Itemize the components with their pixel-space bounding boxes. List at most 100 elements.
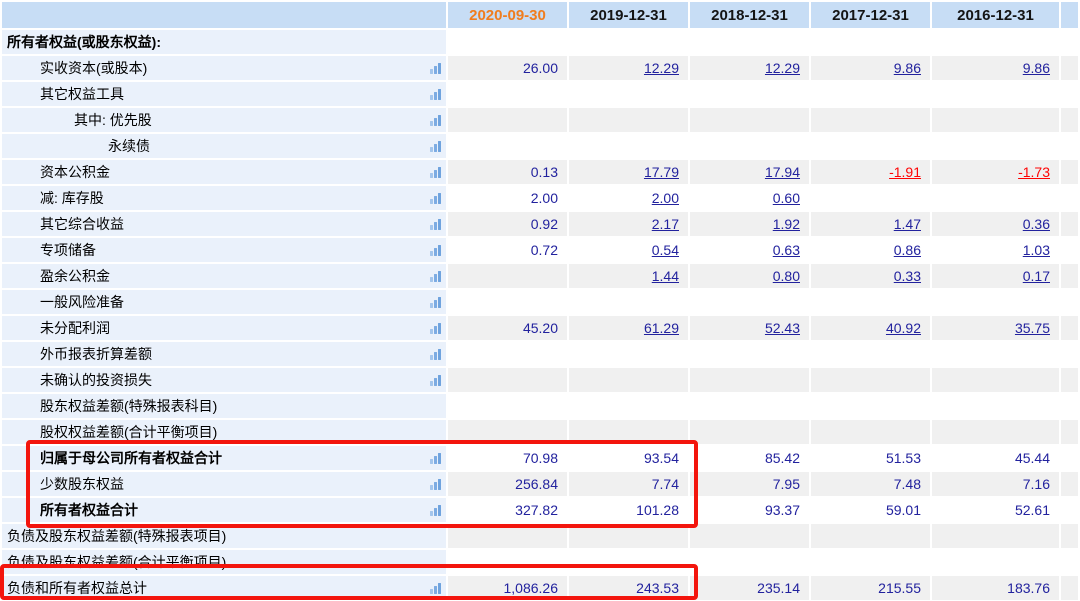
cell-value-link[interactable]: 0.80 bbox=[772, 268, 800, 284]
bar-chart-icon[interactable] bbox=[429, 582, 441, 594]
clipped-cell bbox=[1061, 108, 1078, 132]
value-cell: 1.03 bbox=[932, 238, 1059, 262]
cell-value-link[interactable]: 1.92 bbox=[772, 216, 800, 232]
cell-value-link[interactable]: 0.60 bbox=[772, 190, 800, 206]
bar-chart-icon[interactable] bbox=[429, 62, 441, 74]
cell-value-link[interactable]: 12.29 bbox=[643, 60, 679, 76]
bar-chart-icon[interactable] bbox=[429, 140, 441, 152]
cell-value-link[interactable]: -1.73 bbox=[1018, 164, 1050, 180]
bar-chart-icon[interactable] bbox=[429, 166, 441, 178]
bar-chart-icon[interactable] bbox=[429, 114, 441, 126]
cell-value-link[interactable]: 0.63 bbox=[772, 242, 800, 258]
cell-value: 243.53 bbox=[636, 580, 679, 596]
row-label: 归属于母公司所有者权益合计 bbox=[40, 450, 222, 466]
column-header-date-current[interactable]: 2020-09-30 bbox=[448, 2, 567, 28]
bar-chart-icon[interactable] bbox=[429, 322, 441, 334]
bar-chart-icon[interactable] bbox=[429, 88, 441, 100]
cell-value-link[interactable]: 40.92 bbox=[885, 320, 921, 336]
row-label-cell: 盈余公积金 bbox=[2, 264, 446, 288]
cell-value: 2.00 bbox=[530, 190, 558, 206]
column-header-date[interactable]: 2017-12-31 bbox=[811, 2, 930, 28]
column-header-date[interactable]: 2016-12-31 bbox=[932, 2, 1059, 28]
table-row: 负债及股东权益差额(特殊报表项目) bbox=[2, 524, 1078, 548]
row-label-cell: 股东权益差额(特殊报表科目) bbox=[2, 394, 446, 418]
clipped-cell bbox=[1061, 420, 1078, 444]
cell-value: 26.00 bbox=[522, 60, 558, 76]
cell-value-link[interactable]: 0.54 bbox=[651, 242, 679, 258]
value-cell: 7.48 bbox=[811, 472, 930, 496]
value-cell: 327.82 bbox=[448, 498, 567, 522]
row-label-cell: 实收资本(或股本) bbox=[2, 56, 446, 80]
cell-value-link[interactable]: 2.00 bbox=[651, 190, 679, 206]
table-row: 专项储备 0.72 0.54 0.63 0.86 1.03 bbox=[2, 238, 1078, 262]
value-cell bbox=[690, 134, 809, 158]
value-cell bbox=[690, 550, 809, 574]
value-cell bbox=[690, 420, 809, 444]
value-cell bbox=[932, 342, 1059, 366]
cell-value-link[interactable]: 0.33 bbox=[893, 268, 921, 284]
value-cell: 26.00 bbox=[448, 56, 567, 80]
bar-chart-icon[interactable] bbox=[429, 478, 441, 490]
bar-chart-icon[interactable] bbox=[429, 270, 441, 282]
bar-chart-icon[interactable] bbox=[429, 218, 441, 230]
cell-value-link[interactable]: 17.94 bbox=[764, 164, 800, 180]
cell-value-link[interactable]: 17.79 bbox=[643, 164, 679, 180]
cell-value-link[interactable]: 61.29 bbox=[643, 320, 679, 336]
value-cell bbox=[811, 108, 930, 132]
cell-value-link[interactable]: 0.86 bbox=[893, 242, 921, 258]
bar-chart-icon[interactable] bbox=[429, 348, 441, 360]
clipped-cell bbox=[1061, 550, 1078, 574]
table-row: 其它综合收益 0.92 2.17 1.92 1.47 0.36 bbox=[2, 212, 1078, 236]
value-cell: 0.33 bbox=[811, 264, 930, 288]
row-label: 负债和所有者权益总计 bbox=[7, 580, 147, 596]
clipped-cell bbox=[1061, 238, 1078, 262]
cell-value-link[interactable]: 1.44 bbox=[651, 268, 679, 284]
cell-value-link[interactable]: 0.36 bbox=[1022, 216, 1050, 232]
table-row: 负债和所有者权益总计 1,086.26 243.53 235.14 215.55 183.… bbox=[2, 576, 1078, 600]
value-cell bbox=[690, 524, 809, 548]
cell-value-link[interactable]: -1.91 bbox=[889, 164, 921, 180]
cell-value-link[interactable]: 9.86 bbox=[1022, 60, 1050, 76]
clipped-cell bbox=[1061, 134, 1078, 158]
value-cell: 2.00 bbox=[448, 186, 567, 210]
value-cell bbox=[811, 550, 930, 574]
cell-value-link[interactable]: 9.86 bbox=[893, 60, 921, 76]
value-cell: 1.47 bbox=[811, 212, 930, 236]
bar-chart-icon[interactable] bbox=[429, 244, 441, 256]
value-cell bbox=[448, 30, 567, 54]
row-label-cell: 其中: 优先股 bbox=[2, 108, 446, 132]
cell-value-link[interactable]: 35.75 bbox=[1014, 320, 1050, 336]
value-cell bbox=[690, 368, 809, 392]
cell-value-link[interactable]: 1.47 bbox=[893, 216, 921, 232]
value-cell: 215.55 bbox=[811, 576, 930, 600]
value-cell bbox=[448, 524, 567, 548]
cell-value-link[interactable]: 52.43 bbox=[764, 320, 800, 336]
bar-chart-icon[interactable] bbox=[429, 192, 441, 204]
row-label: 其它综合收益 bbox=[40, 216, 124, 232]
value-cell bbox=[448, 108, 567, 132]
value-cell: 0.80 bbox=[690, 264, 809, 288]
bar-chart-icon[interactable] bbox=[429, 296, 441, 308]
cell-value-link[interactable]: 2.17 bbox=[651, 216, 679, 232]
column-header-date[interactable]: 2019-12-31 bbox=[569, 2, 688, 28]
value-cell bbox=[811, 420, 930, 444]
row-label-cell: 股权权益差额(合计平衡项目) bbox=[2, 420, 446, 444]
bar-chart-icon[interactable] bbox=[429, 452, 441, 464]
cell-value-link[interactable]: 12.29 bbox=[764, 60, 800, 76]
cell-value: 101.28 bbox=[636, 502, 679, 518]
cell-value: 70.98 bbox=[522, 450, 558, 466]
cell-value: 93.37 bbox=[764, 502, 800, 518]
value-cell: 9.86 bbox=[811, 56, 930, 80]
value-cell: 17.79 bbox=[569, 160, 688, 184]
cell-value: 85.42 bbox=[764, 450, 800, 466]
value-cell bbox=[448, 550, 567, 574]
value-cell bbox=[569, 82, 688, 106]
cell-value-link[interactable]: 0.17 bbox=[1022, 268, 1050, 284]
bar-chart-icon[interactable] bbox=[429, 374, 441, 386]
value-cell bbox=[569, 394, 688, 418]
cell-value-link[interactable]: 1.03 bbox=[1022, 242, 1050, 258]
column-header-date[interactable]: 2018-12-31 bbox=[690, 2, 809, 28]
bar-chart-icon[interactable] bbox=[429, 504, 441, 516]
cell-value: 52.61 bbox=[1014, 502, 1050, 518]
value-cell bbox=[569, 342, 688, 366]
